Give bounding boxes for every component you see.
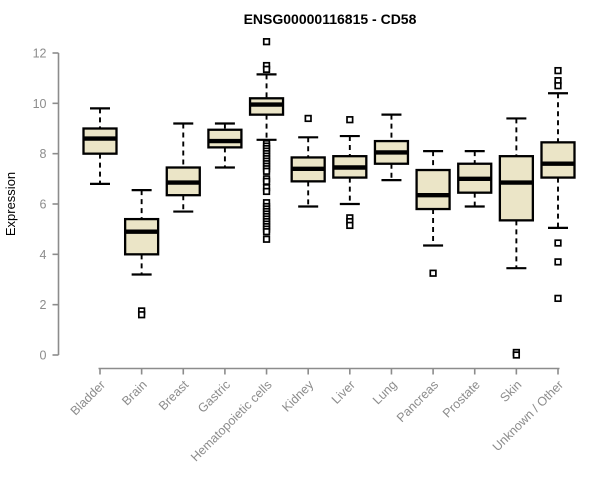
iqr-box	[540, 141, 576, 179]
box-bladder	[82, 107, 118, 185]
box-skin	[498, 117, 535, 359]
outlier-point	[554, 66, 562, 75]
outlier-point	[262, 177, 271, 186]
box-pancreas	[415, 150, 451, 277]
outlier-point	[429, 269, 437, 277]
y-tick-label: 6	[40, 198, 47, 212]
box-liver	[332, 116, 368, 230]
iqr-box	[207, 128, 243, 149]
y-tick-label: 4	[40, 248, 47, 262]
x-category-label: Pancreas	[394, 378, 441, 425]
plot-series	[82, 38, 576, 359]
x-category-label: Liver	[329, 378, 358, 407]
chart-title: ENSG00000116815 - CD58	[244, 11, 417, 27]
iqr-box	[415, 168, 451, 211]
box-brain	[123, 189, 160, 319]
outlier-point	[346, 116, 354, 124]
box-breast	[165, 122, 201, 213]
outlier-point	[554, 294, 562, 303]
x-category-label: Kidney	[279, 377, 316, 414]
outlier-point	[262, 65, 271, 74]
box-hematopoietic-cells	[248, 38, 285, 243]
x-category-label: Prostate	[440, 378, 483, 421]
iqr-box	[82, 127, 118, 155]
outlier-point	[262, 167, 271, 175]
x-category-label: Lung	[370, 378, 400, 408]
y-axis-label: Expression	[3, 172, 18, 236]
outlier-point	[262, 38, 271, 46]
outlier-point	[346, 221, 354, 230]
y-tick-label: 2	[40, 298, 47, 312]
x-category-label: Unknown / Other	[490, 378, 566, 454]
x-category-label: Bladder	[68, 378, 108, 418]
outlier-point	[137, 311, 146, 319]
outlier-point	[262, 228, 271, 236]
y-tick-label: 10	[33, 97, 47, 111]
x-category-label: Gastric	[195, 378, 233, 416]
y-tick-label: 12	[33, 47, 47, 61]
outlier-point	[554, 239, 562, 247]
outlier-point	[554, 258, 562, 266]
x-category-label: Brain	[119, 378, 150, 409]
box-kidney	[290, 114, 326, 208]
x-category-label: Breast	[156, 377, 192, 413]
box-prostate	[457, 150, 493, 208]
outlier-point	[512, 351, 521, 359]
y-axis: 0 2 4 6 8 10 12	[33, 47, 60, 363]
y-tick-label: 0	[40, 349, 47, 363]
outlier-point	[554, 82, 562, 90]
box-unknown-other	[540, 66, 576, 303]
outlier-point	[304, 114, 312, 123]
box-lung	[373, 113, 410, 182]
outlier-point	[262, 187, 271, 196]
iqr-box	[498, 155, 535, 222]
iqr-box	[123, 217, 160, 256]
outlier-point	[262, 235, 271, 243]
x-category-label: Hematopoietic cells	[188, 378, 275, 465]
box-gastric	[207, 122, 243, 169]
y-tick-label: 8	[40, 147, 47, 161]
x-category-label: Skin	[497, 378, 524, 405]
